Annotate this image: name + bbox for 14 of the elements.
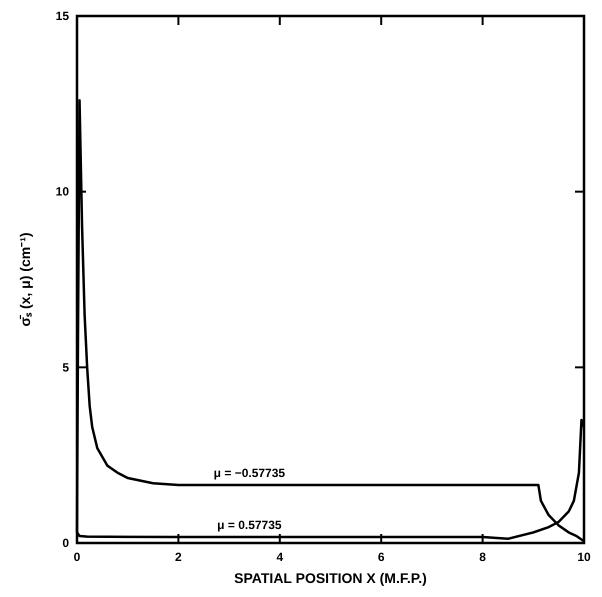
series-label: μ = −0.57735 — [214, 466, 286, 480]
y-tick-label: 5 — [62, 360, 70, 374]
x-tick-label: 8 — [479, 550, 486, 564]
y-tick-label: 0 — [62, 536, 70, 550]
y-tick-label: 15 — [56, 9, 70, 23]
x-tick-label: 10 — [577, 550, 591, 564]
y-axis-title: σ̄ₛ (x, μ) (cm⁻¹) — [17, 232, 33, 327]
x-tick-label: 6 — [378, 550, 385, 564]
x-axis-title: SPATIAL POSITION X (M.F.P.) — [234, 570, 427, 586]
x-tick-label: 4 — [276, 550, 284, 564]
y-tick-label: 10 — [56, 184, 70, 199]
x-tick-label: 0 — [74, 550, 81, 564]
series-label: μ = 0.57735 — [217, 518, 282, 532]
x-tick-label: 2 — [175, 550, 182, 564]
